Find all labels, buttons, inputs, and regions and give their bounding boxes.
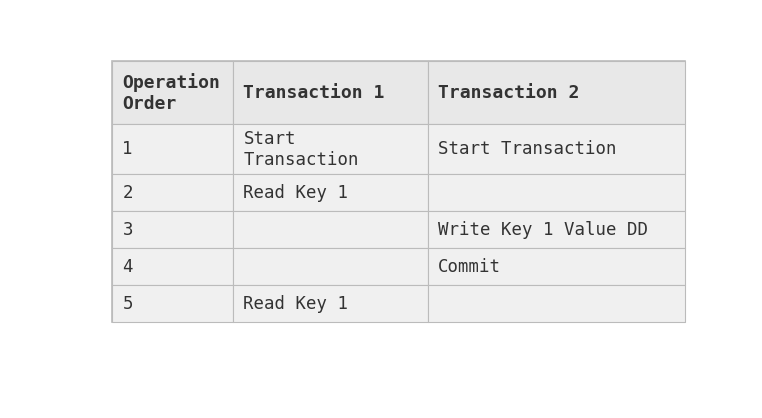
Text: 2: 2: [123, 184, 133, 201]
Text: 1: 1: [123, 140, 133, 158]
Bar: [427, 174, 684, 211]
Bar: [112, 61, 684, 322]
Text: 4: 4: [123, 257, 133, 275]
Text: Write Key 1 Value DD: Write Key 1 Value DD: [438, 221, 648, 239]
Bar: [112, 61, 233, 124]
Text: 5: 5: [123, 295, 133, 313]
Text: Read Key 1: Read Key 1: [244, 295, 348, 313]
Bar: [427, 285, 684, 322]
Bar: [112, 285, 233, 322]
Text: Operation
Order: Operation Order: [123, 73, 220, 113]
Text: Start
Transaction: Start Transaction: [244, 130, 359, 168]
Bar: [427, 61, 684, 124]
Bar: [112, 211, 233, 248]
Text: Transaction 2: Transaction 2: [438, 84, 580, 102]
Bar: [427, 211, 684, 248]
Text: Commit: Commit: [438, 257, 501, 275]
Bar: [233, 211, 427, 248]
Bar: [233, 124, 427, 174]
Bar: [112, 174, 233, 211]
Bar: [112, 248, 233, 285]
Bar: [233, 285, 427, 322]
Text: 3: 3: [123, 221, 133, 239]
Text: Start Transaction: Start Transaction: [438, 140, 617, 158]
Bar: [427, 248, 684, 285]
Bar: [112, 124, 233, 174]
Bar: [233, 61, 427, 124]
Bar: [427, 124, 684, 174]
Bar: [233, 248, 427, 285]
Bar: [233, 174, 427, 211]
Text: Read Key 1: Read Key 1: [244, 184, 348, 201]
Text: Transaction 1: Transaction 1: [244, 84, 385, 102]
